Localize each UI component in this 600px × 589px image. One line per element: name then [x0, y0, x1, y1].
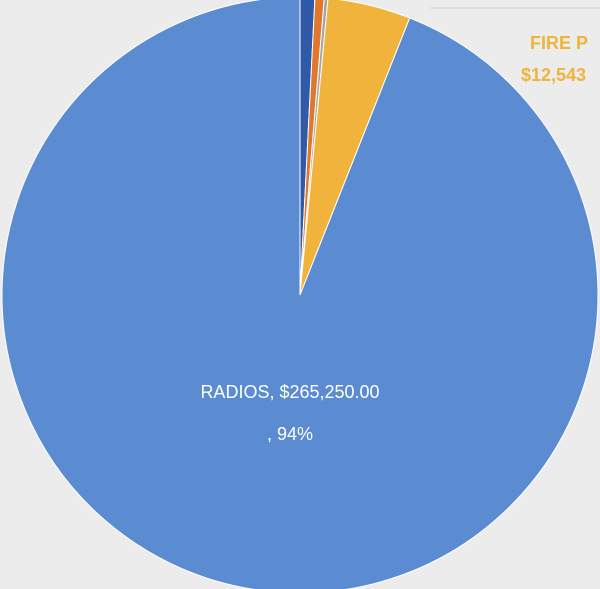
data-label-radios-line1: RADIOS, $265,250.00 [200, 382, 379, 402]
data-label-fire-line1: FIRE P [530, 33, 588, 53]
data-label-radios-line2: , 94% [267, 424, 313, 444]
data-label-fire-line2: $12,543 [521, 65, 586, 85]
pie-slice-0 [299, 0, 316, 296]
